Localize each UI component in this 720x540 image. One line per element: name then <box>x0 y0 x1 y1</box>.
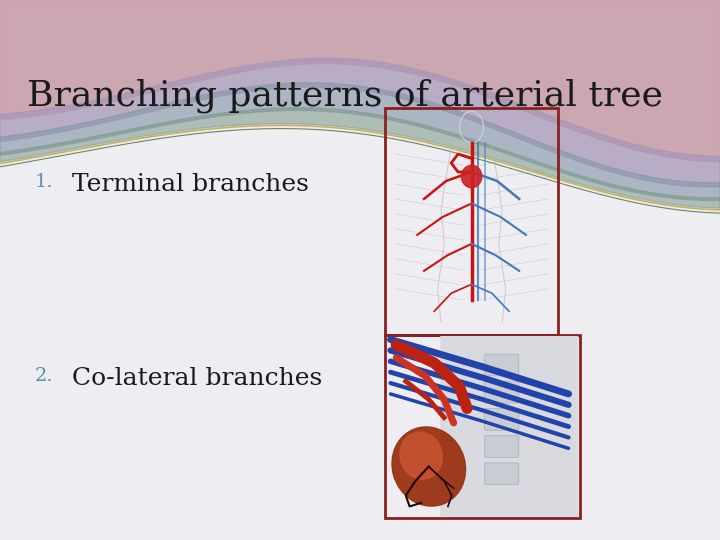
FancyBboxPatch shape <box>485 463 519 485</box>
Bar <box>385 108 558 335</box>
FancyBboxPatch shape <box>485 354 519 376</box>
Ellipse shape <box>400 432 442 479</box>
Text: Co-lateral branches: Co-lateral branches <box>72 367 323 390</box>
FancyBboxPatch shape <box>485 408 519 430</box>
FancyBboxPatch shape <box>440 332 582 521</box>
Text: Terminal branches: Terminal branches <box>72 173 309 196</box>
Ellipse shape <box>462 165 482 188</box>
Text: 2.: 2. <box>35 367 53 385</box>
Text: 1.: 1. <box>35 173 53 191</box>
Ellipse shape <box>392 427 466 506</box>
FancyBboxPatch shape <box>485 436 519 457</box>
Text: Branching patterns of arterial tree: Branching patterns of arterial tree <box>27 78 663 113</box>
FancyBboxPatch shape <box>485 381 519 403</box>
Bar <box>385 335 580 518</box>
